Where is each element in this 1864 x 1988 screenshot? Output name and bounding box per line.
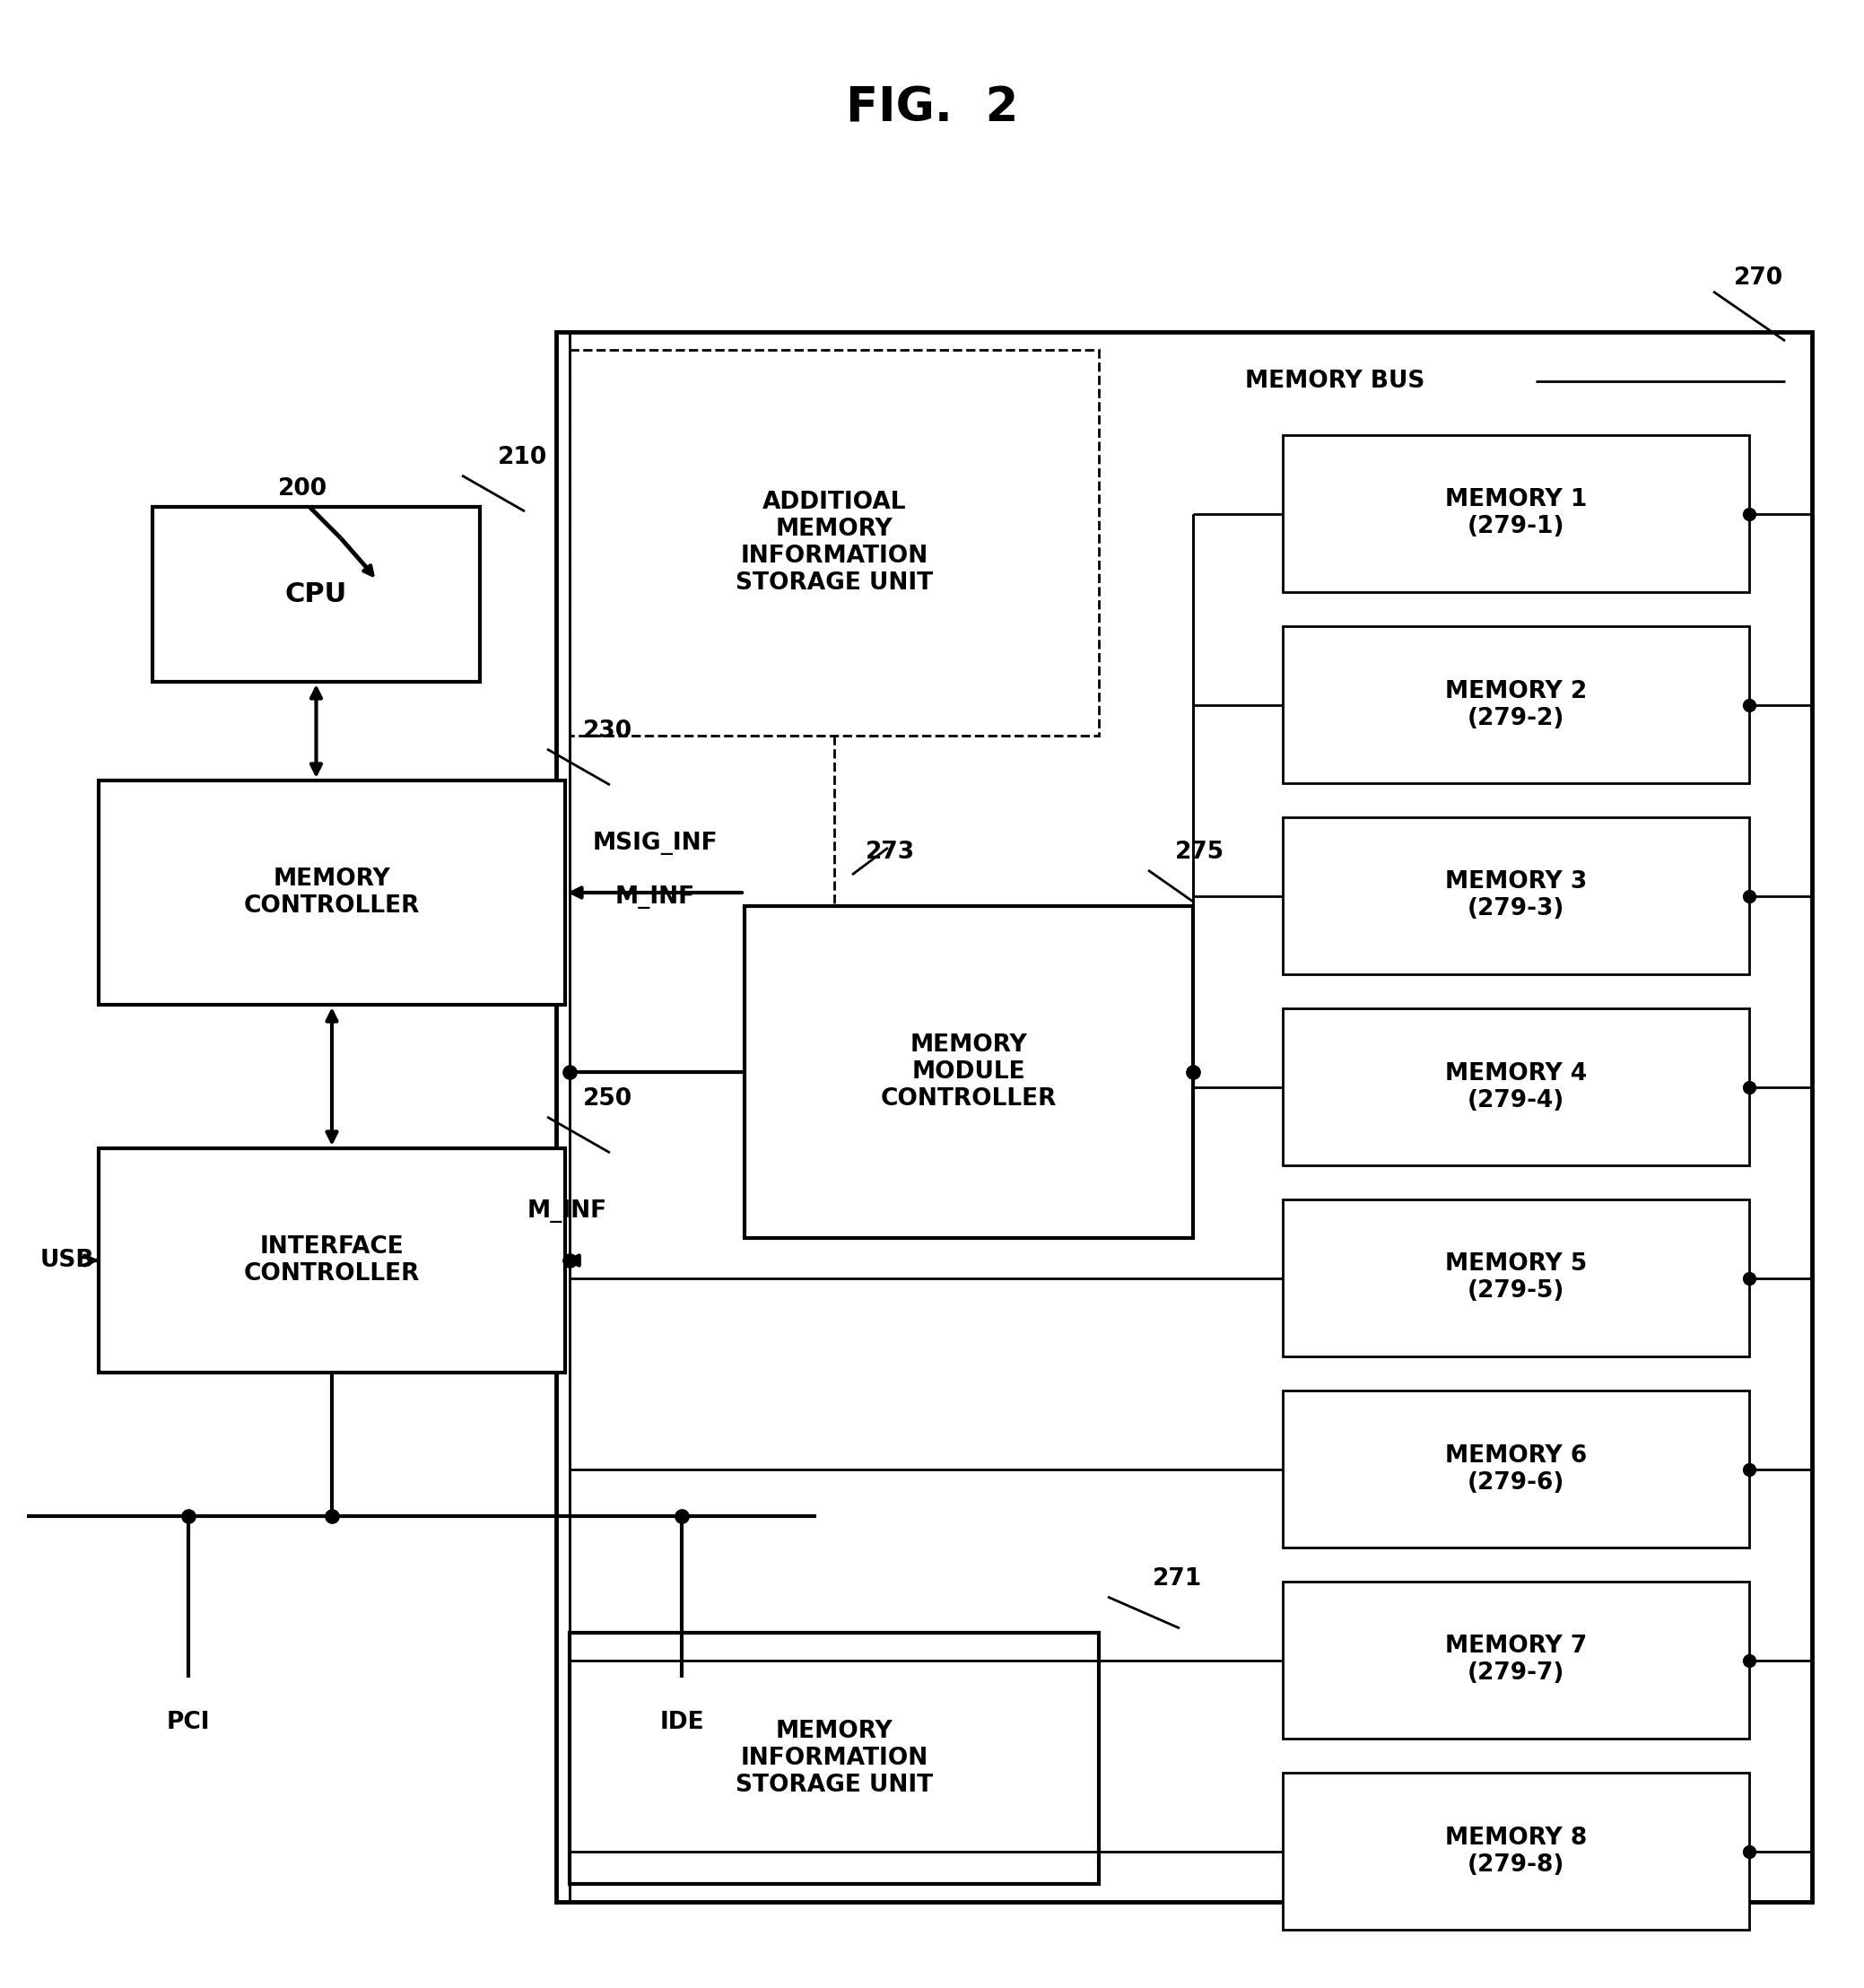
Text: MEMORY 7
(279-7): MEMORY 7 (279-7) [1445, 1634, 1586, 1686]
Bar [99, 781, 565, 1004]
Text: MEMORY 6
(279-6): MEMORY 6 (279-6) [1445, 1443, 1586, 1495]
Text: MEMORY
INFORMATION
STORAGE UNIT: MEMORY INFORMATION STORAGE UNIT [736, 1720, 934, 1797]
Bar [1282, 1008, 1748, 1165]
Bar [744, 907, 1193, 1239]
Text: MEMORY 2
(279-2): MEMORY 2 (279-2) [1445, 680, 1586, 730]
Text: USB: USB [41, 1248, 95, 1272]
Text: 210: 210 [498, 445, 548, 469]
Bar [1282, 626, 1748, 783]
Text: MEMORY 4
(279-4): MEMORY 4 (279-4) [1445, 1062, 1586, 1111]
Bar [99, 1149, 565, 1372]
Text: IDE: IDE [660, 1712, 705, 1734]
Bar [1282, 1582, 1748, 1740]
Text: CPU: CPU [285, 580, 347, 608]
Text: PCI: PCI [166, 1712, 211, 1734]
Text: INTERFACE
CONTROLLER: INTERFACE CONTROLLER [244, 1235, 419, 1286]
Bar [1282, 817, 1748, 974]
Text: 271: 271 [1152, 1567, 1202, 1590]
Text: MEMORY
CONTROLLER: MEMORY CONTROLLER [244, 867, 419, 918]
Text: MEMORY 1
(279-1): MEMORY 1 (279-1) [1445, 489, 1586, 539]
Text: ADDITIOAL
MEMORY
INFORMATION
STORAGE UNIT: ADDITIOAL MEMORY INFORMATION STORAGE UNI… [736, 491, 934, 594]
Bar [555, 332, 1812, 1903]
Bar [1282, 1390, 1748, 1547]
Text: MEMORY 8
(279-8): MEMORY 8 (279-8) [1445, 1827, 1586, 1877]
Text: M_INF: M_INF [528, 1199, 608, 1223]
Text: 230: 230 [583, 720, 632, 744]
Text: M_INF: M_INF [615, 885, 695, 909]
Text: MSIG_INF: MSIG_INF [593, 831, 718, 855]
Text: 200: 200 [278, 477, 328, 501]
Bar [1282, 435, 1748, 592]
Text: FIG.  2: FIG. 2 [846, 85, 1018, 131]
Text: MEMORY BUS: MEMORY BUS [1245, 370, 1424, 394]
Bar [570, 1632, 1100, 1885]
Text: MEMORY 5
(279-5): MEMORY 5 (279-5) [1445, 1252, 1586, 1302]
Bar [153, 507, 479, 682]
Text: 250: 250 [583, 1087, 632, 1111]
Text: 273: 273 [865, 841, 915, 865]
Text: MEMORY
MODULE
CONTROLLER: MEMORY MODULE CONTROLLER [880, 1034, 1057, 1111]
Bar [1282, 1773, 1748, 1930]
Text: MEMORY 3
(279-3): MEMORY 3 (279-3) [1445, 871, 1586, 920]
Bar [570, 350, 1100, 736]
Text: 275: 275 [1174, 841, 1225, 865]
Text: 270: 270 [1734, 266, 1782, 290]
Bar [1282, 1199, 1748, 1356]
